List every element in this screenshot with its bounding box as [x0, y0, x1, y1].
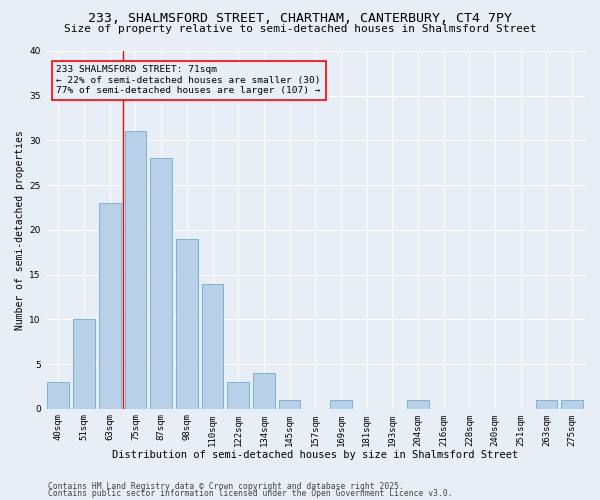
- Text: 233 SHALMSFORD STREET: 71sqm
← 22% of semi-detached houses are smaller (30)
77% : 233 SHALMSFORD STREET: 71sqm ← 22% of se…: [56, 66, 321, 95]
- Bar: [150, 158, 172, 408]
- X-axis label: Distribution of semi-detached houses by size in Shalmsford Street: Distribution of semi-detached houses by …: [112, 450, 518, 460]
- Text: 233, SHALMSFORD STREET, CHARTHAM, CANTERBURY, CT4 7PY: 233, SHALMSFORD STREET, CHARTHAM, CANTER…: [88, 12, 512, 26]
- Y-axis label: Number of semi-detached properties: Number of semi-detached properties: [15, 130, 25, 330]
- Bar: [125, 132, 146, 408]
- Text: Contains HM Land Registry data © Crown copyright and database right 2025.: Contains HM Land Registry data © Crown c…: [48, 482, 404, 491]
- Bar: [99, 203, 121, 408]
- Bar: [47, 382, 69, 408]
- Bar: [330, 400, 352, 408]
- Bar: [253, 373, 275, 408]
- Bar: [202, 284, 223, 408]
- Bar: [407, 400, 429, 408]
- Bar: [278, 400, 301, 408]
- Bar: [73, 320, 95, 408]
- Bar: [227, 382, 249, 408]
- Bar: [176, 239, 198, 408]
- Bar: [536, 400, 557, 408]
- Bar: [561, 400, 583, 408]
- Text: Size of property relative to semi-detached houses in Shalmsford Street: Size of property relative to semi-detach…: [64, 24, 536, 34]
- Text: Contains public sector information licensed under the Open Government Licence v3: Contains public sector information licen…: [48, 490, 452, 498]
